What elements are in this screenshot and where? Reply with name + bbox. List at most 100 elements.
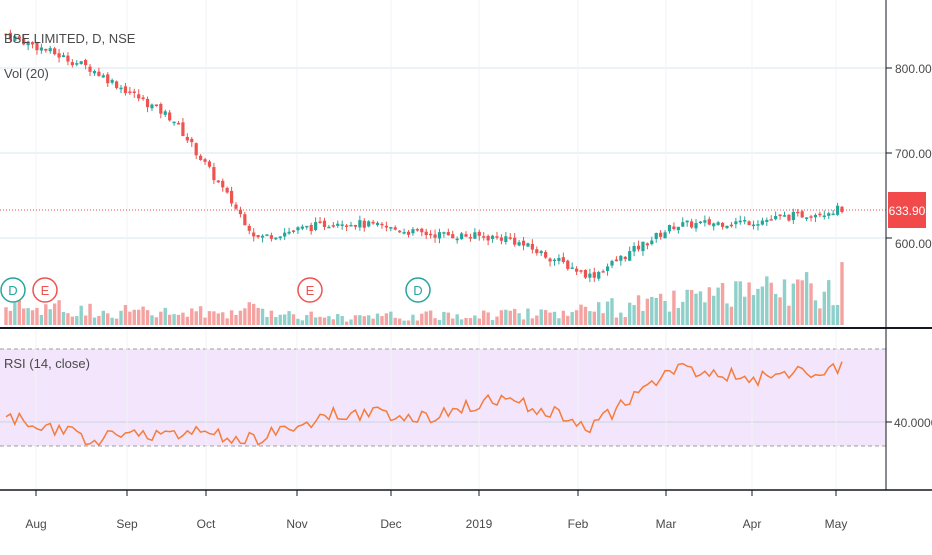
candle-body (8, 32, 13, 40)
candle-body (433, 234, 437, 238)
candle-body (30, 42, 35, 45)
candle-body (336, 223, 340, 226)
volume-bar (734, 281, 738, 325)
candle-body (805, 217, 809, 219)
volume-bar (818, 308, 822, 325)
volume-bar (464, 317, 468, 325)
volume-bar (583, 306, 588, 325)
volume-bar (707, 287, 712, 325)
volume-bar (809, 283, 813, 325)
candle-body (163, 111, 167, 115)
event-marker-d1[interactable]: D (0, 277, 26, 303)
volume-bar (358, 315, 362, 325)
candle-body (384, 225, 389, 228)
candle-body (667, 225, 672, 232)
candle-body (685, 220, 689, 223)
time-label-nov: Nov (286, 517, 307, 531)
candle-body (725, 225, 729, 229)
volume-bar (424, 311, 428, 325)
candle-body (619, 255, 623, 261)
candle-body (411, 229, 415, 234)
volume-bar (136, 309, 141, 325)
candle-body (26, 41, 30, 46)
volume-bar (221, 312, 225, 325)
rsi-legend[interactable]: RSI (14, close) (4, 356, 90, 371)
event-marker-e1[interactable]: E (32, 277, 58, 303)
volume-bar (632, 305, 636, 325)
candle-body (840, 206, 844, 213)
volume-bar (287, 311, 291, 325)
event-marker-d2[interactable]: D (405, 277, 431, 303)
candle-body (132, 91, 136, 93)
volume-bar (389, 311, 393, 325)
volume-bar (238, 310, 243, 325)
candle-body (738, 220, 742, 223)
candle-body (238, 209, 243, 215)
volume-bar (92, 317, 97, 325)
volume-bar (610, 298, 614, 325)
volume-bar (685, 289, 689, 325)
candle-body (628, 251, 632, 261)
candle-body (800, 211, 804, 218)
candle-body (769, 219, 773, 221)
candle-body (765, 219, 769, 222)
price-tick-800: 800.00 (895, 62, 932, 76)
volume-bar (796, 279, 800, 325)
volume-bar (667, 311, 672, 325)
volume-bar (459, 319, 464, 325)
candle-body (296, 227, 300, 231)
candle-body (774, 215, 778, 220)
time-label-dec: Dec (380, 517, 401, 531)
volume-bar (557, 318, 561, 325)
candle-body (751, 224, 756, 227)
candle-body (451, 234, 455, 239)
volume-legend[interactable]: Vol (20) (4, 66, 49, 81)
volume-bar (176, 314, 181, 325)
volume-bar (344, 321, 349, 325)
volume-bar (194, 311, 198, 325)
event-marker-e2[interactable]: E (297, 277, 323, 303)
candle-body (486, 235, 490, 241)
volume-bar (504, 309, 508, 325)
symbol-legend[interactable]: BSE LIMITED, D, NSE (4, 31, 136, 46)
candle-body (464, 234, 468, 237)
volume-bar (190, 308, 194, 325)
volume-bar (296, 318, 300, 325)
volume-bar (694, 293, 698, 325)
candle-body (672, 226, 676, 230)
candle-body (703, 220, 707, 223)
volume-bar (831, 305, 835, 325)
candle-body (605, 266, 610, 271)
candle-body (137, 94, 141, 99)
volume-bar (760, 286, 765, 325)
volume-bar (601, 313, 605, 325)
volume-bar (291, 314, 296, 325)
volume-bar (367, 315, 371, 325)
volume-bar (747, 282, 751, 325)
candle-body (521, 240, 526, 246)
volume-bar (234, 314, 238, 325)
volume-bar (672, 290, 676, 325)
volume-bar (300, 320, 305, 325)
volume-bar (327, 316, 331, 325)
candle-body (57, 53, 61, 58)
volume-bar (150, 315, 154, 325)
candle-body (729, 224, 734, 227)
volume-bar (477, 318, 481, 325)
candle-body (650, 240, 654, 245)
volume-bar (207, 311, 212, 325)
time-axis[interactable]: Aug Sep Oct Nov Dec 2019 Feb Mar Apr May (25, 490, 847, 531)
candle-body (429, 233, 433, 236)
time-label-feb: Feb (568, 517, 589, 531)
volume-bar (650, 296, 654, 325)
price-grid (0, 67, 886, 239)
rsi-axis[interactable]: 40.0000 (886, 416, 932, 430)
candle-body (327, 226, 331, 229)
price-axis[interactable]: 800.00 700.00 600.00 (886, 62, 932, 251)
candle-body (380, 223, 384, 226)
candle-body (61, 55, 66, 58)
candle-body (145, 98, 150, 108)
candle-body (123, 86, 128, 94)
volume-bar (570, 312, 574, 325)
